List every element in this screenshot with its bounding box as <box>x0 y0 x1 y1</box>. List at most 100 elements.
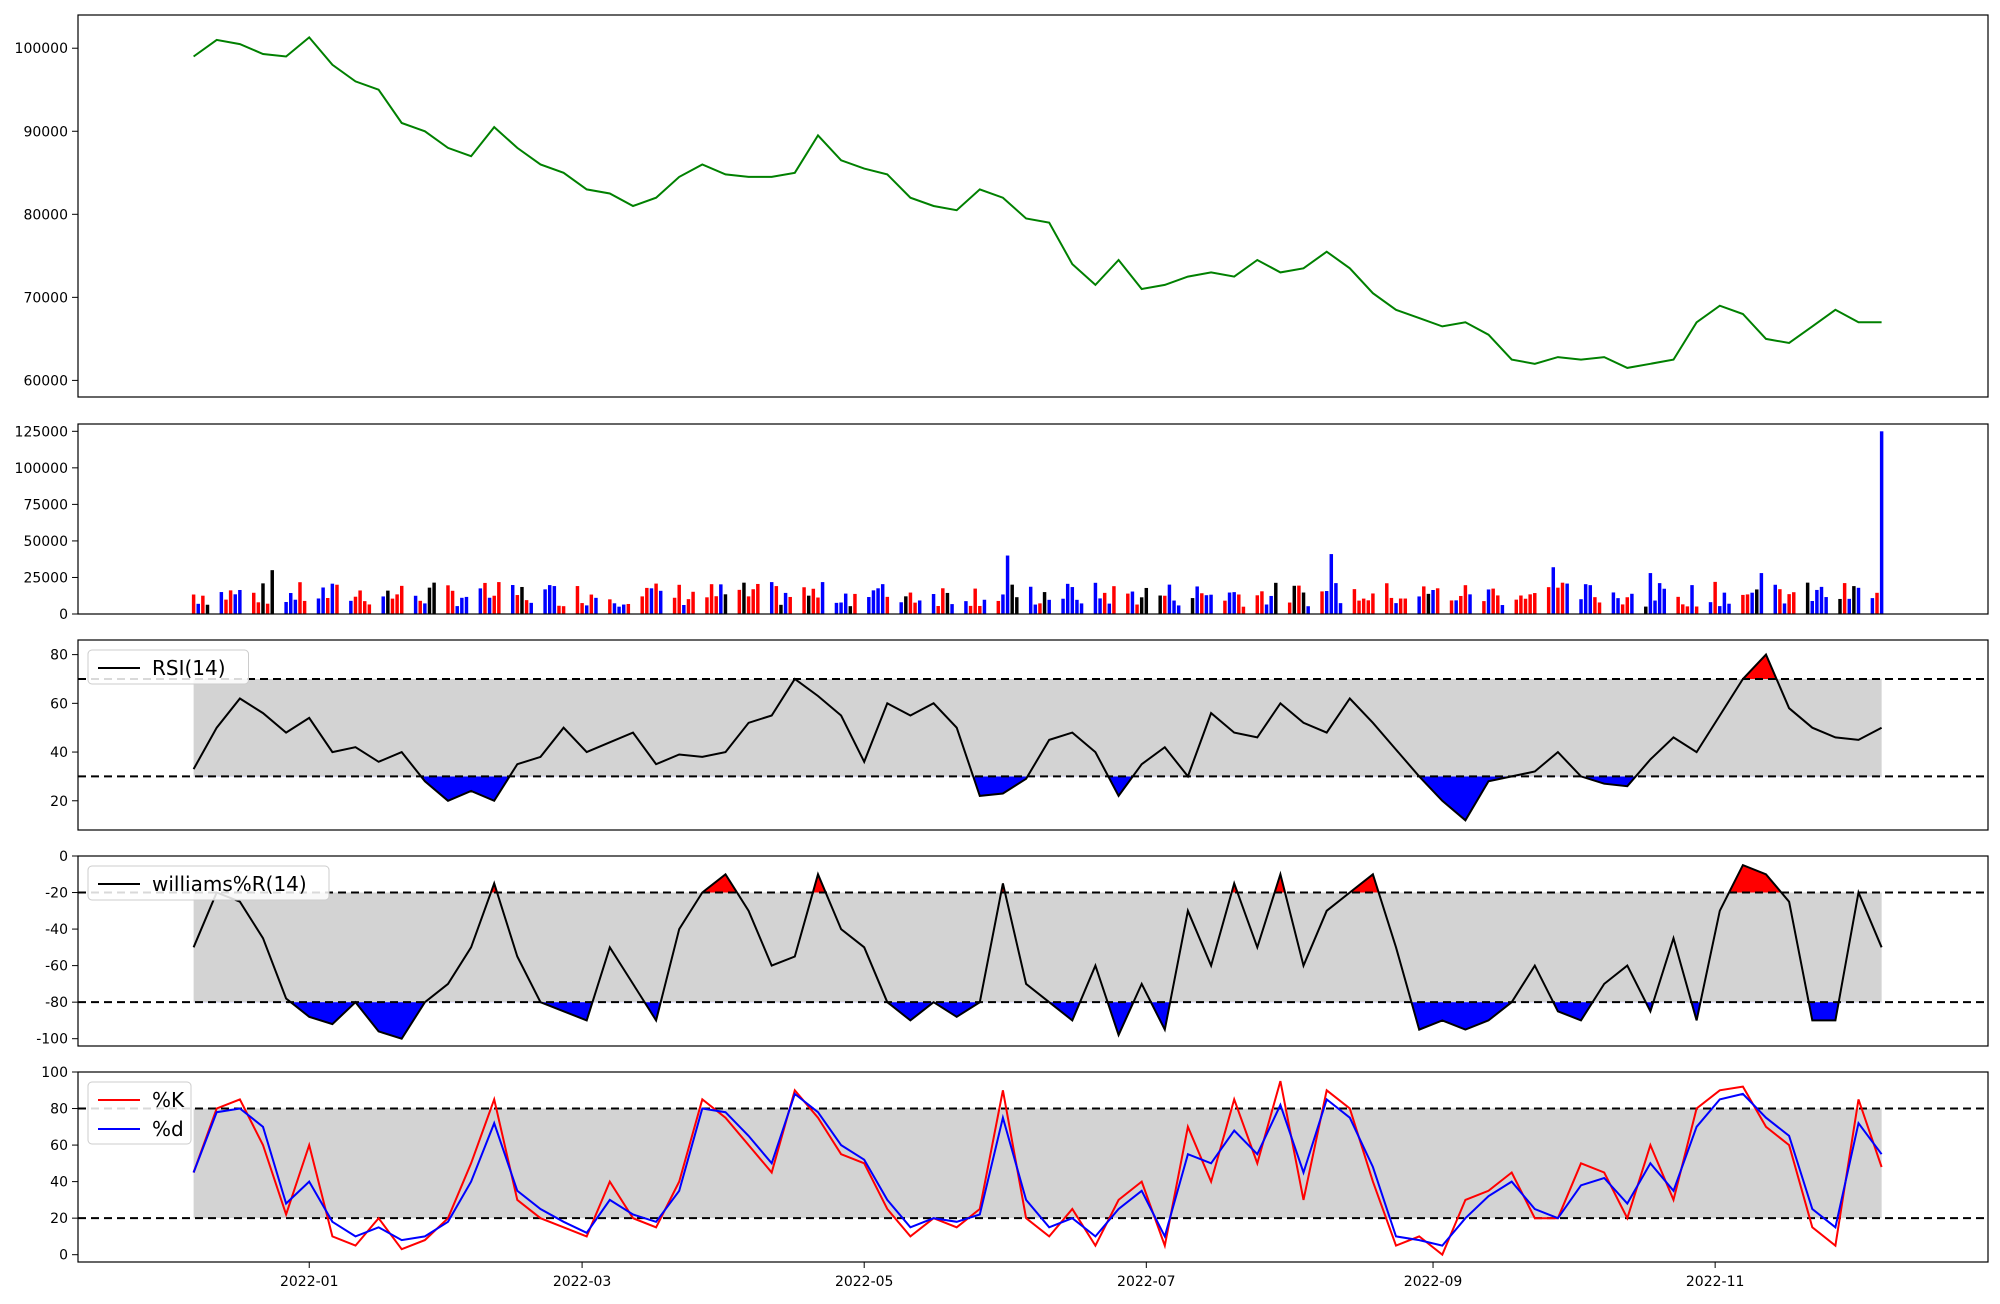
volume-bar <box>1565 583 1569 614</box>
volume-bar <box>589 594 594 614</box>
volume-bar <box>774 586 779 614</box>
y-tick-label: 0 <box>59 1248 68 1264</box>
volume-bar <box>1417 596 1421 614</box>
volume-bar <box>1514 599 1519 614</box>
y-tick-label: 125000 <box>15 424 68 440</box>
volume-bar <box>1075 599 1079 614</box>
y-tick-label: 20 <box>50 794 68 810</box>
volume-bar <box>1815 589 1819 614</box>
volume-bar <box>1357 600 1361 614</box>
volume-bar <box>460 597 464 614</box>
volume-bar <box>1005 555 1010 614</box>
volume-bar <box>871 590 876 614</box>
volume-bar <box>1223 600 1227 614</box>
volume-bar <box>510 585 515 614</box>
volume-bar <box>876 588 880 614</box>
volume-bar <box>1403 598 1408 614</box>
volume-bar <box>219 592 224 614</box>
volume-bar <box>1065 583 1070 614</box>
volume-bar <box>1232 592 1236 614</box>
volume-bar <box>386 590 390 614</box>
volume-bar <box>1394 603 1398 614</box>
y-tick-label: 40 <box>50 745 68 761</box>
volume-bar <box>367 604 372 614</box>
volume-bar <box>1519 595 1523 614</box>
volume-bar <box>1227 592 1232 614</box>
volume-bar <box>1792 592 1796 614</box>
y-tick-label: 25000 <box>23 570 68 586</box>
volume-bar <box>691 591 695 614</box>
x-tick-label: 2022-01 <box>280 1274 339 1290</box>
volume-bar <box>1398 598 1403 614</box>
volume-bar <box>1158 595 1162 614</box>
y-tick-label: 80 <box>50 648 68 664</box>
volume-bar <box>1204 595 1209 614</box>
volume-bar <box>321 587 325 614</box>
volume-bar <box>395 594 399 614</box>
volume-bar <box>1528 594 1532 614</box>
legend-box <box>87 649 249 685</box>
volume-bar <box>649 588 654 614</box>
volume-bar <box>1773 584 1777 614</box>
volume-bar <box>1033 604 1038 614</box>
volume-bar <box>1389 597 1394 614</box>
price-panel: 60000 70000 80000 90000 100000 <box>15 14 1989 398</box>
volume-bar <box>1787 594 1791 614</box>
volume-bar <box>908 592 913 614</box>
volume-bar <box>936 606 940 614</box>
stochastic-panel: 0 20 40 60 80 100 %K %d 2022-01 2022-03 2022-05 202… <box>41 1065 1989 1290</box>
volume-bar <box>917 600 922 614</box>
volume-bar <box>1102 592 1107 614</box>
volume-bar <box>191 594 196 614</box>
volume-bar <box>1556 587 1560 614</box>
volume-bar <box>1001 594 1005 614</box>
volume-bar <box>899 602 903 614</box>
volume-bar <box>330 583 335 614</box>
volume-bar <box>1551 567 1556 614</box>
series-line <box>192 863 1883 1040</box>
volume-bar <box>1782 603 1787 614</box>
axes-frame <box>77 855 1989 1047</box>
volume-bar <box>561 606 566 614</box>
volume-bar <box>497 582 501 614</box>
volume-bar <box>654 583 658 614</box>
volume-bar <box>1852 586 1856 614</box>
axes-frame <box>77 1071 1989 1263</box>
volume-bar <box>1842 583 1847 614</box>
volume-bar <box>1301 592 1306 614</box>
volume-bar <box>612 603 617 614</box>
y-tick-label: 80000 <box>23 207 68 223</box>
volume-bar <box>973 588 977 614</box>
volume-bar <box>913 602 917 614</box>
volume-bar <box>1838 598 1842 614</box>
volume-bar <box>584 605 589 614</box>
volume-bar <box>1260 591 1264 614</box>
volume-bar <box>1176 605 1181 614</box>
neutral-band <box>193 892 1882 1003</box>
volume-bar <box>529 602 533 614</box>
y-tick-label: 75000 <box>23 497 68 513</box>
volume-bar <box>880 584 885 614</box>
volume-bar <box>483 582 487 614</box>
volume-bar <box>1366 600 1371 614</box>
volume-bar <box>1819 586 1824 614</box>
volume-bar <box>1708 602 1713 614</box>
volume-bar <box>1010 584 1014 614</box>
volume-bar <box>1038 603 1042 614</box>
volume-bar <box>1750 592 1754 614</box>
volume-bar <box>1676 596 1680 614</box>
volume-bar <box>1361 598 1366 614</box>
volume-bar <box>1292 585 1297 614</box>
legend-label: williams%R(14) <box>152 872 307 896</box>
y-tick-label: 60 <box>50 1138 68 1154</box>
volume-bar <box>1879 431 1884 614</box>
volume-bar <box>1334 583 1338 614</box>
volume-bar <box>390 598 395 614</box>
volume-bar <box>839 602 843 614</box>
volume-bar <box>640 596 644 614</box>
volume-bar <box>1079 603 1084 614</box>
volume-bar <box>557 605 561 614</box>
volume-bar <box>1579 599 1583 614</box>
y-tick-label: -20 <box>45 886 68 902</box>
y-tick-label: -60 <box>45 959 68 975</box>
